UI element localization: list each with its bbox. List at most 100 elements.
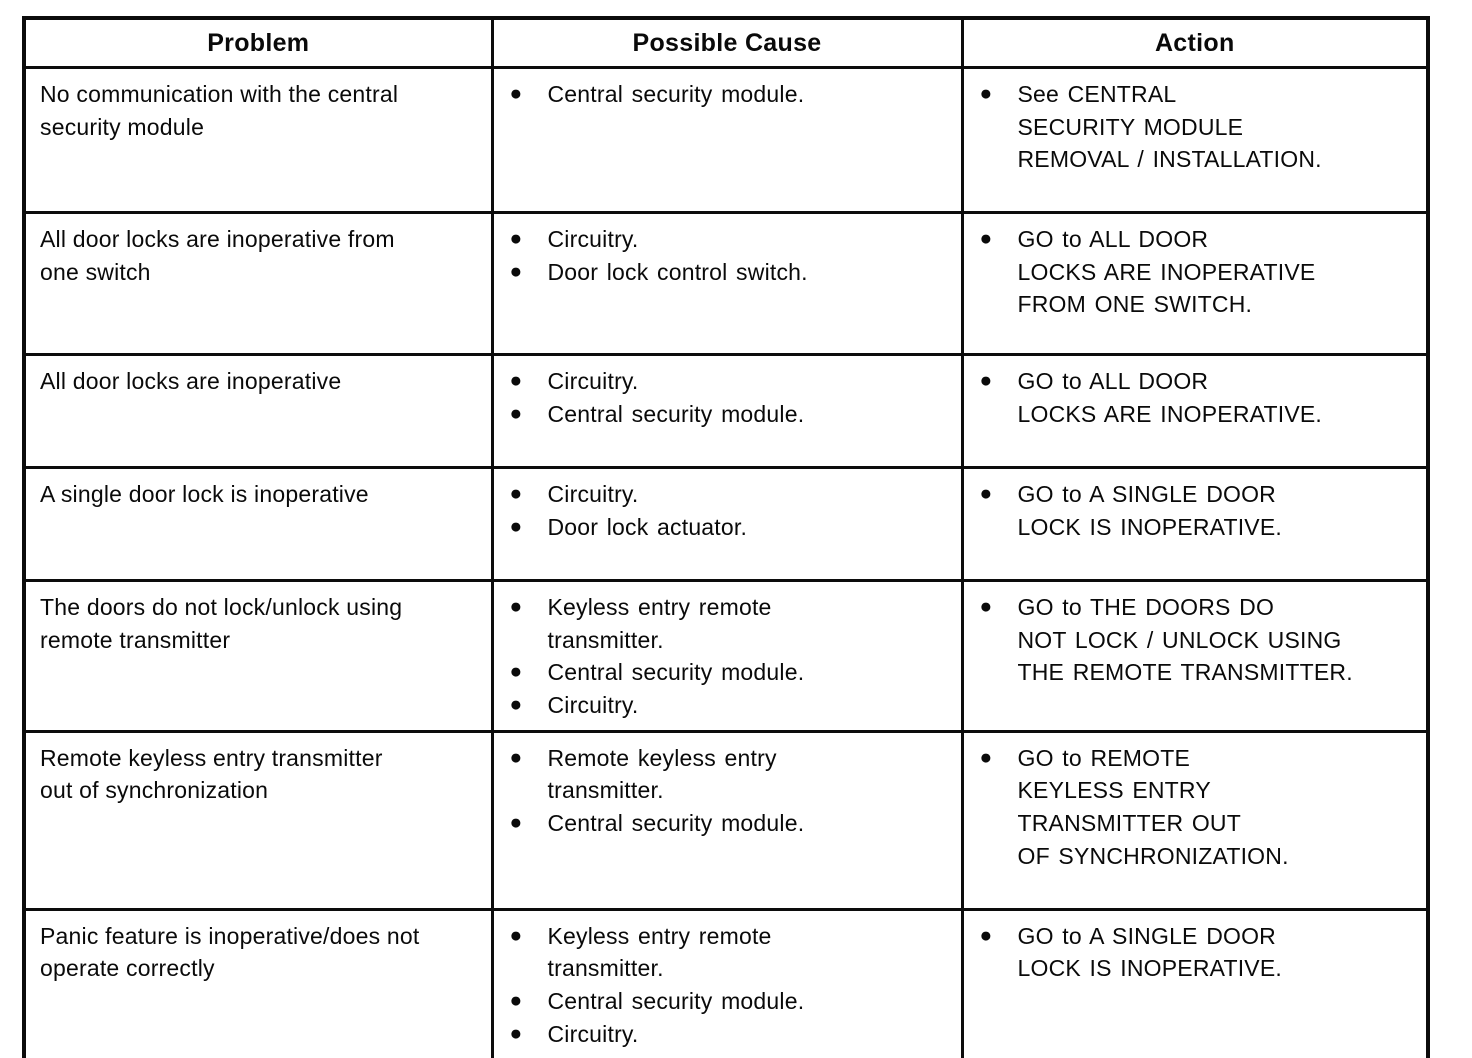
cause-item: ● Remote keyless entry transmitter. (494, 742, 961, 807)
bullet-icon: ● (509, 82, 523, 105)
cause-item: ● Central security module. (494, 985, 961, 1018)
problem-cell: All door locks are inoperative from one … (22, 211, 494, 356)
action-list: ● GO to REMOTE KEYLESS ENTRY TRANSMITTER … (964, 733, 1427, 881)
action-item: ● GO to THE DOORS DO NOT LOCK / UNLOCK US… (964, 591, 1427, 689)
action-cell: ● GO to REMOTE KEYLESS ENTRY TRANSMITTER … (960, 729, 1430, 911)
bullet-icon: ● (509, 514, 523, 538)
bullet-icon: ● (979, 227, 993, 250)
table-row: No communication with the central securi… (22, 66, 1430, 214)
possible-cause-cell: ● Circuitry. ● Door lock actuator. (490, 466, 964, 582)
cause-item: ● Central security module. (494, 78, 961, 111)
problem-text: A single door lock is inoperative (40, 481, 369, 507)
table-header-row: Problem Possible Cause Action (22, 16, 1430, 69)
cause-text: Central security module. (547, 809, 805, 836)
cause-text: Central security module. (547, 987, 805, 1014)
table-body: No communication with the central securi… (22, 66, 1430, 1058)
action-item: ● GO to ALL DOOR LOCKS ARE INOPERATIVE FR… (964, 223, 1427, 321)
cause-list: ● Circuitry. ● Central security module. (494, 356, 961, 438)
action-cell: ● GO to THE DOORS DO NOT LOCK / UNLOCK US… (960, 579, 1430, 733)
action-list: ● GO to A SINGLE DOOR LOCK IS INOPERATIVE… (964, 469, 1427, 551)
action-item: ● GO to REMOTE KEYLESS ENTRY TRANSMITTER … (964, 742, 1427, 873)
action-list: ● GO to ALL DOOR LOCKS ARE INOPERATIVE FR… (964, 214, 1427, 329)
cause-list: ● Circuitry. ● Door lock actuator. (494, 469, 961, 551)
problem-text: All door locks are inoperative from one … (40, 226, 395, 285)
cause-text: Central security module. (547, 400, 805, 427)
cause-item: ● Door lock control switch. (494, 256, 961, 289)
action-cell: ● GO to ALL DOOR LOCKS ARE INOPERATIVE. (960, 353, 1430, 469)
action-list: ● GO to ALL DOOR LOCKS ARE INOPERATIVE. (964, 356, 1427, 438)
bullet-icon: ● (509, 259, 523, 283)
cause-item: ● Central security module. (494, 398, 961, 431)
cause-item: ● Circuitry. (494, 365, 961, 398)
table-row: All door locks are inoperative from one … (22, 211, 1430, 356)
bullet-icon: ● (979, 745, 993, 769)
possible-cause-cell: ● Remote keyless entry transmitter. ● Centr… (490, 729, 964, 911)
action-text: GO to A SINGLE DOOR LOCK IS INOPERATIVE. (1017, 922, 1282, 982)
bullet-icon: ● (509, 401, 523, 425)
bullet-icon: ● (979, 82, 993, 105)
cause-list: ● Remote keyless entry transmitter. ● Centr… (494, 733, 961, 848)
cause-text: Circuitry. (547, 691, 639, 718)
problem-cell: No communication with the central securi… (22, 66, 494, 214)
cause-text: Circuitry. (547, 481, 639, 507)
action-item: ● GO to ALL DOOR LOCKS ARE INOPERATIVE. (964, 365, 1427, 430)
table-row: Panic feature is inoperative/does not op… (22, 907, 1430, 1058)
action-list: ● GO to A SINGLE DOOR LOCK IS INOPERATIVE… (964, 911, 1427, 993)
cause-item: ● Circuitry. (494, 478, 961, 511)
cause-list: ● Circuitry. ● Door lock control switch. (494, 214, 961, 296)
action-text: GO to THE DOORS DO NOT LOCK / UNLOCK USI… (1017, 594, 1353, 686)
action-text: GO to A SINGLE DOOR LOCK IS INOPERATIVE. (1017, 481, 1282, 540)
troubleshooting-table: Problem Possible Cause Action No communi… (22, 16, 1430, 1058)
cause-item: ● Central security module. (494, 656, 961, 689)
action-text: GO to REMOTE KEYLESS ENTRY TRANSMITTER O… (1017, 744, 1289, 869)
cause-item: ● Door lock actuator. (494, 511, 961, 544)
cause-text: Central security module. (547, 81, 805, 107)
cause-text: Door lock control switch. (547, 258, 808, 285)
table-row: Remote keyless entry transmitter out of … (22, 729, 1430, 911)
bullet-icon: ● (979, 923, 993, 947)
possible-cause-cell: ● Circuitry. ● Central security module. (490, 353, 964, 469)
cause-list: ● Keyless entry remote transmitter. ● Centr… (494, 582, 961, 730)
cause-text: Circuitry. (547, 368, 639, 394)
problem-cell: A single door lock is inoperative (22, 466, 494, 582)
cause-list: ● Keyless entry remote transmitter. ● Centr… (494, 911, 961, 1058)
action-text: GO to ALL DOOR LOCKS ARE INOPERATIVE. (1017, 368, 1323, 427)
bullet-icon: ● (509, 745, 523, 769)
possible-cause-cell: ● Keyless entry remote transmitter. ● Centr… (490, 579, 964, 733)
action-list: ● GO to THE DOORS DO NOT LOCK / UNLOCK US… (964, 582, 1427, 697)
bullet-icon: ● (509, 923, 523, 947)
header-action: Action (960, 16, 1430, 69)
action-cell: ● GO to ALL DOOR LOCKS ARE INOPERATIVE FR… (960, 211, 1430, 356)
bullet-icon: ● (509, 692, 523, 716)
cause-text: Central security module. (547, 659, 805, 686)
action-text: See CENTRAL SECURITY MODULE REMOVAL / IN… (1017, 81, 1322, 173)
cause-item: ● Circuitry. (494, 1018, 961, 1051)
bullet-icon: ● (509, 482, 523, 505)
problem-text: No communication with the central securi… (40, 81, 399, 140)
action-cell: ● GO to A SINGLE DOOR LOCK IS INOPERATIVE… (960, 466, 1430, 582)
action-cell: ● See CENTRAL SECURITY MODULE REMOVAL / I… (960, 66, 1430, 214)
problem-cell: Remote keyless entry transmitter out of … (22, 729, 494, 911)
cause-text: Keyless entry remote transmitter. (547, 594, 772, 653)
bullet-icon: ● (979, 595, 993, 618)
cause-item: ● Circuitry. (494, 689, 961, 722)
possible-cause-cell: ● Central security module. (490, 66, 964, 214)
bullet-icon: ● (509, 595, 523, 618)
action-cell: ● GO to A SINGLE DOOR LOCK IS INOPERATIVE… (960, 907, 1430, 1058)
cause-item: ● Keyless entry remote transmitter. (494, 591, 961, 656)
action-item: ● GO to A SINGLE DOOR LOCK IS INOPERATIVE… (964, 478, 1427, 543)
table-row: All door locks are inoperative ● Circuitry… (22, 353, 1430, 469)
header-possible-cause: Possible Cause (490, 16, 964, 69)
possible-cause-cell: ● Keyless entry remote transmitter. ● Centr… (490, 907, 964, 1058)
action-item: ● See CENTRAL SECURITY MODULE REMOVAL / I… (964, 78, 1427, 176)
bullet-icon: ● (509, 227, 523, 250)
cause-text: Circuitry. (547, 1020, 639, 1047)
cause-text: Circuitry. (547, 226, 639, 252)
cause-text: Remote keyless entry transmitter. (547, 744, 777, 804)
cause-item: ● Circuitry. (494, 223, 961, 256)
header-problem: Problem (22, 16, 494, 69)
problem-text: Remote keyless entry transmitter out of … (40, 744, 383, 804)
cause-text: Door lock actuator. (547, 513, 748, 540)
problem-text: All door locks are inoperative (40, 368, 342, 394)
